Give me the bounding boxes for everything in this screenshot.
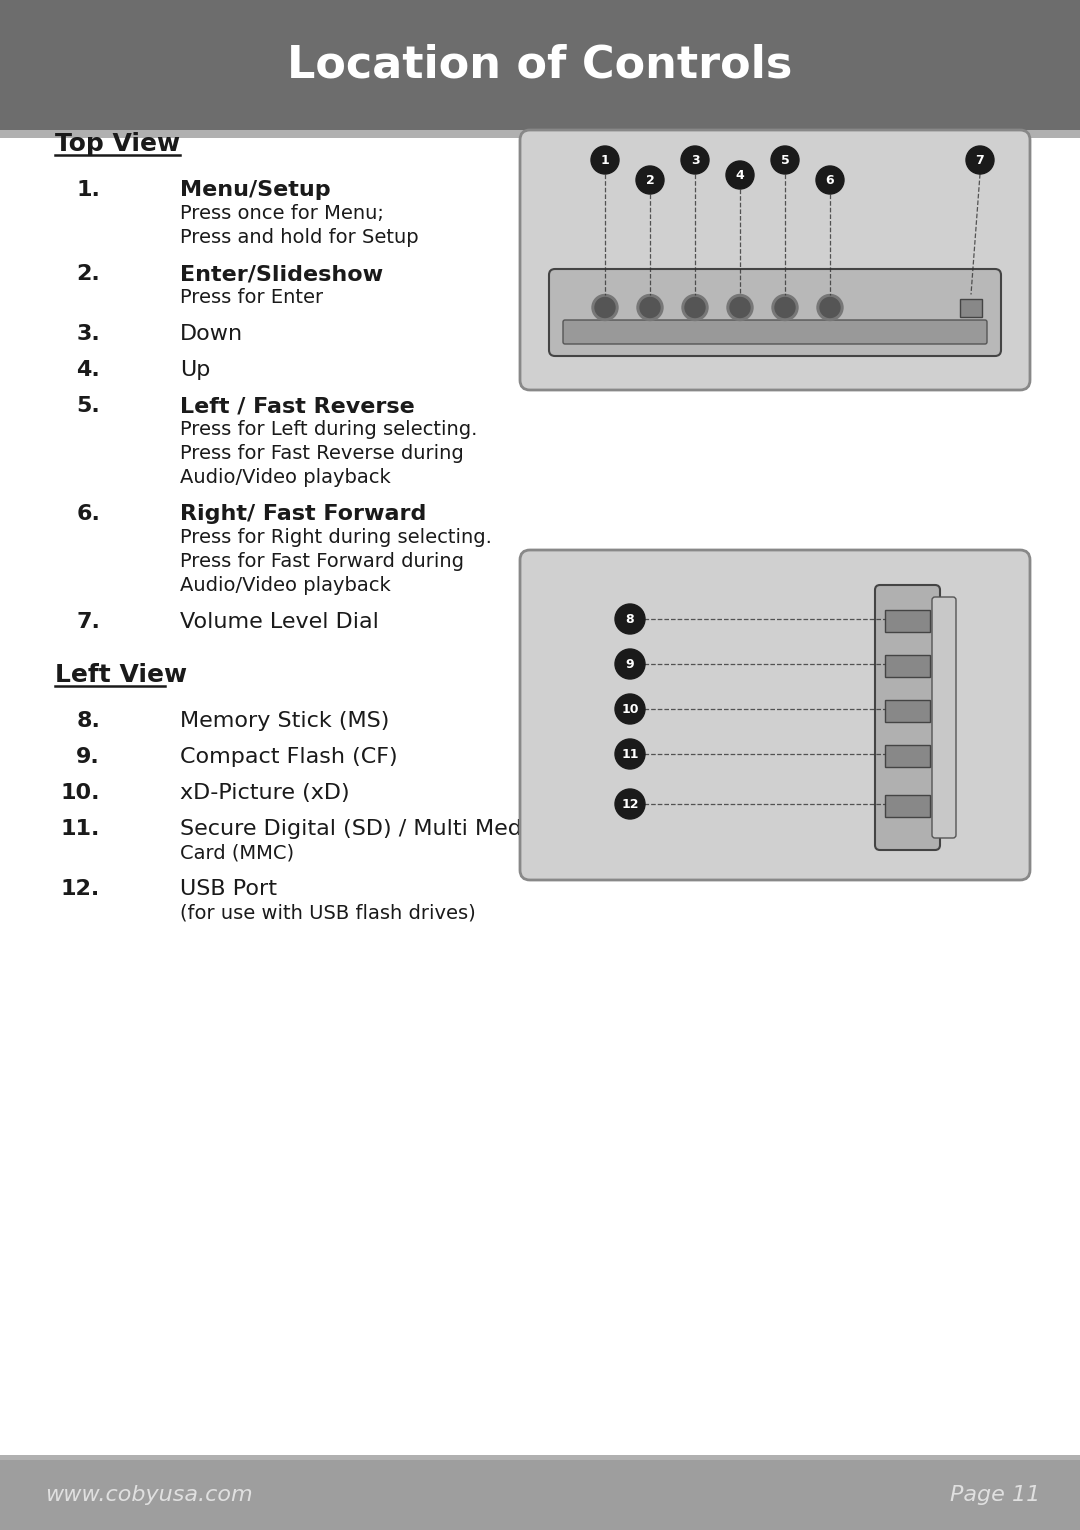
Text: Enter/Slideshow: Enter/Slideshow <box>180 265 383 285</box>
Circle shape <box>615 789 645 819</box>
Circle shape <box>591 145 619 174</box>
Text: 12: 12 <box>621 797 638 811</box>
FancyBboxPatch shape <box>0 130 1080 138</box>
FancyBboxPatch shape <box>932 597 956 838</box>
Text: 4.: 4. <box>77 360 100 379</box>
FancyBboxPatch shape <box>885 610 930 632</box>
FancyBboxPatch shape <box>549 269 1001 356</box>
Circle shape <box>636 165 664 194</box>
FancyBboxPatch shape <box>0 0 1080 130</box>
Circle shape <box>726 161 754 190</box>
Text: 8.: 8. <box>76 711 100 731</box>
Text: 6.: 6. <box>76 503 100 523</box>
Text: Right/ Fast Forward: Right/ Fast Forward <box>180 503 427 523</box>
Text: 2.: 2. <box>77 265 100 285</box>
Text: 10: 10 <box>621 702 638 716</box>
Text: 10.: 10. <box>60 783 100 803</box>
FancyBboxPatch shape <box>519 549 1030 880</box>
Text: Compact Flash (CF): Compact Flash (CF) <box>180 747 397 767</box>
Circle shape <box>685 297 705 318</box>
Circle shape <box>615 739 645 770</box>
Text: Press once for Menu;: Press once for Menu; <box>180 203 383 223</box>
Text: xD-Picture (xD): xD-Picture (xD) <box>180 783 350 803</box>
Text: Top View: Top View <box>55 132 180 156</box>
Circle shape <box>615 649 645 679</box>
FancyBboxPatch shape <box>563 320 987 344</box>
Text: Left View: Left View <box>55 662 187 687</box>
Circle shape <box>966 145 994 174</box>
Text: 11.: 11. <box>60 819 100 838</box>
Circle shape <box>681 294 708 320</box>
Text: Page 11: Page 11 <box>949 1486 1040 1506</box>
Text: 11: 11 <box>621 748 638 760</box>
FancyBboxPatch shape <box>0 1455 1080 1460</box>
Text: Press and hold for Setup: Press and hold for Setup <box>180 228 419 246</box>
Circle shape <box>772 294 798 320</box>
FancyBboxPatch shape <box>885 745 930 767</box>
Text: Location of Controls: Location of Controls <box>287 43 793 87</box>
Circle shape <box>730 297 750 318</box>
Text: 3: 3 <box>691 153 700 167</box>
Circle shape <box>816 294 843 320</box>
Text: 7.: 7. <box>76 612 100 632</box>
FancyBboxPatch shape <box>519 130 1030 390</box>
FancyBboxPatch shape <box>960 298 982 317</box>
Circle shape <box>640 297 660 318</box>
Text: 2: 2 <box>646 173 654 187</box>
Text: Press for Fast Reverse during: Press for Fast Reverse during <box>180 444 463 464</box>
Circle shape <box>727 294 753 320</box>
Text: Audio/Video playback: Audio/Video playback <box>180 575 391 595</box>
Text: 9: 9 <box>625 658 634 670</box>
Text: 9.: 9. <box>77 747 100 767</box>
Text: 8: 8 <box>625 612 634 626</box>
Text: 3.: 3. <box>77 324 100 344</box>
Text: Press for Fast Forward during: Press for Fast Forward during <box>180 552 464 571</box>
Text: 6: 6 <box>826 173 835 187</box>
FancyBboxPatch shape <box>0 1460 1080 1530</box>
Text: Card (MMC): Card (MMC) <box>180 843 294 861</box>
Circle shape <box>820 297 840 318</box>
Circle shape <box>816 165 843 194</box>
Text: USB Port: USB Port <box>180 880 276 900</box>
Text: 1.: 1. <box>76 181 100 200</box>
Circle shape <box>637 294 663 320</box>
Text: Menu/Setup: Menu/Setup <box>180 181 330 200</box>
Text: Down: Down <box>180 324 243 344</box>
Text: Press for Right during selecting.: Press for Right during selecting. <box>180 528 491 548</box>
FancyBboxPatch shape <box>875 584 940 851</box>
Text: Secure Digital (SD) / Multi Media: Secure Digital (SD) / Multi Media <box>180 819 542 838</box>
Circle shape <box>592 294 618 320</box>
Text: www.cobyusa.com: www.cobyusa.com <box>45 1486 253 1506</box>
Text: 5: 5 <box>781 153 789 167</box>
Circle shape <box>771 145 799 174</box>
FancyBboxPatch shape <box>885 701 930 722</box>
Circle shape <box>775 297 795 318</box>
Text: Press for Left during selecting.: Press for Left during selecting. <box>180 421 477 439</box>
Text: Up: Up <box>180 360 211 379</box>
FancyBboxPatch shape <box>885 796 930 817</box>
Text: 7: 7 <box>975 153 984 167</box>
Text: Left / Fast Reverse: Left / Fast Reverse <box>180 396 415 416</box>
Circle shape <box>615 604 645 633</box>
Text: 12.: 12. <box>60 880 100 900</box>
Text: 1: 1 <box>600 153 609 167</box>
Text: Press for Enter: Press for Enter <box>180 288 323 308</box>
Text: Volume Level Dial: Volume Level Dial <box>180 612 379 632</box>
Text: Audio/Video playback: Audio/Video playback <box>180 468 391 487</box>
Text: (for use with USB flash drives): (for use with USB flash drives) <box>180 903 476 923</box>
Circle shape <box>615 695 645 724</box>
Circle shape <box>595 297 615 318</box>
Text: 4: 4 <box>735 168 744 182</box>
Text: Memory Stick (MS): Memory Stick (MS) <box>180 711 390 731</box>
FancyBboxPatch shape <box>885 655 930 676</box>
Text: 5.: 5. <box>77 396 100 416</box>
Circle shape <box>681 145 708 174</box>
